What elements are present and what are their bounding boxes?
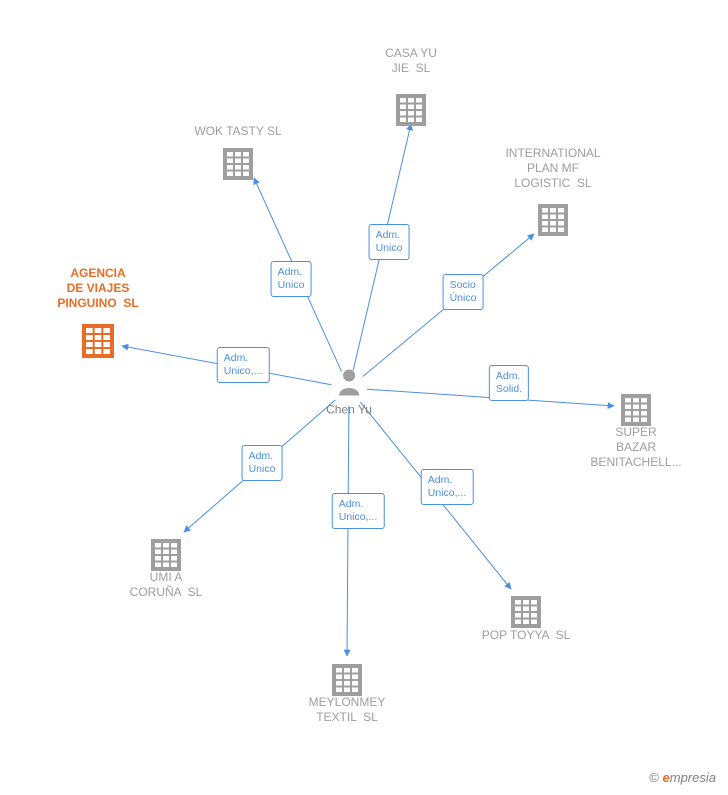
- company-label-text: INTERNATIONAL PLAN MF LOGISTIC SL: [505, 146, 600, 191]
- center-person-label: Chen Yu: [326, 403, 372, 417]
- edge-label-pop_toyya: Adm. Unico,...: [421, 469, 474, 505]
- edge-label-casa_yu: Adm. Unico: [369, 224, 410, 260]
- company-label-intl_plan: INTERNATIONAL PLAN MF LOGISTIC SL: [505, 146, 600, 191]
- building-icon: [621, 390, 651, 431]
- company-label-text: SUPER BAZAR BENITACHELL...: [590, 425, 681, 470]
- edge-label-meylonmey: Adm. Unico,...: [332, 493, 385, 529]
- edge-label-intl_plan: Socio Único: [443, 274, 484, 310]
- company-label-text: WOK TASTY SL: [194, 124, 281, 139]
- building-icon: [332, 660, 362, 701]
- diagram-canvas: CASA YU JIE SL WOK TASTY SL INTERNATIONA…: [0, 0, 728, 795]
- company-label-casa_yu: CASA YU JIE SL: [385, 46, 437, 76]
- building-icon: [511, 592, 541, 633]
- company-label-super_bazar: SUPER BAZAR BENITACHELL...: [590, 425, 681, 470]
- copyright-symbol: ©: [649, 770, 659, 785]
- company-label-agencia: AGENCIA DE VIAJES PINGUINO SL: [57, 266, 138, 311]
- building-icon: [82, 320, 114, 363]
- building-icon: [151, 535, 181, 576]
- company-label-text: CASA YU JIE SL: [385, 46, 437, 76]
- center-person: Chen Yu: [326, 368, 372, 417]
- footer: © empresia: [649, 770, 716, 785]
- company-label-wok_tasty: WOK TASTY SL: [194, 124, 281, 139]
- building-icon: [223, 144, 253, 185]
- edge-line: [347, 406, 349, 656]
- edge-label-wok_tasty: Adm. Unico: [271, 261, 312, 297]
- edge-label-agencia: Adm. Unico,...: [217, 347, 270, 383]
- brand: empresia: [663, 770, 716, 785]
- brand-rest: mpresia: [670, 770, 716, 785]
- person-icon: [337, 368, 361, 396]
- building-icon: [538, 200, 568, 241]
- company-label-text: AGENCIA DE VIAJES PINGUINO SL: [57, 266, 138, 311]
- edge-label-umi: Adm. Unico: [242, 445, 283, 481]
- brand-e: e: [663, 770, 670, 785]
- edge-label-super_bazar: Adm. Solid.: [489, 365, 529, 401]
- building-icon: [396, 90, 426, 131]
